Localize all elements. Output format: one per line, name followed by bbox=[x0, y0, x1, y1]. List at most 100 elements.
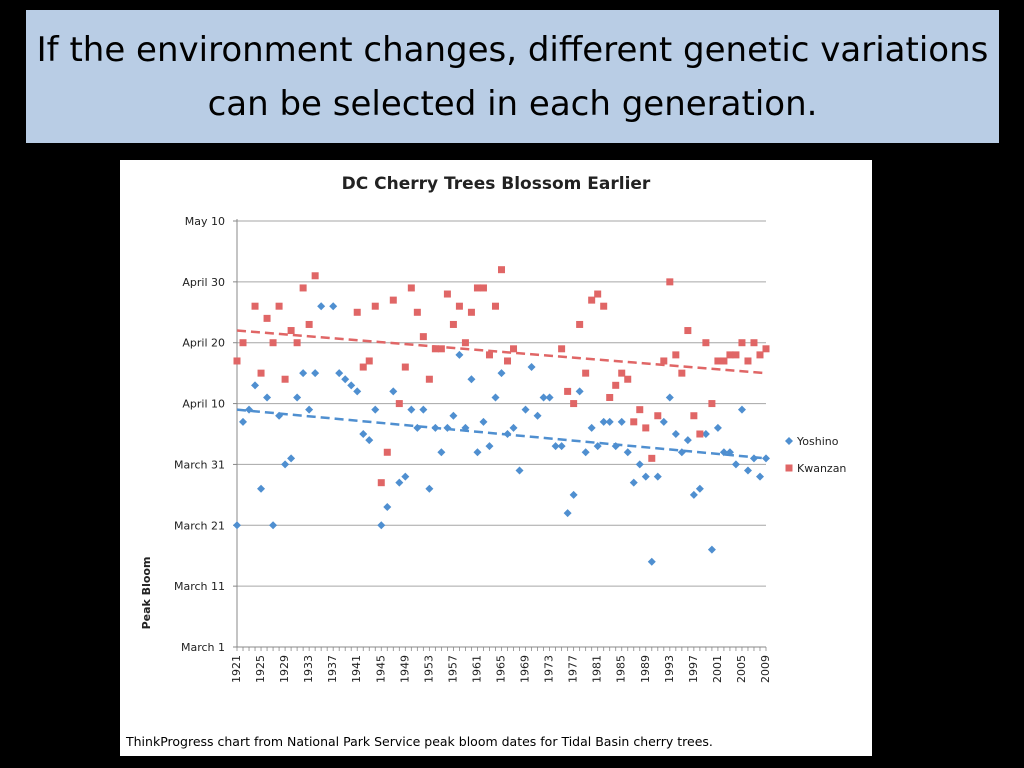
kwanzan-point bbox=[287, 327, 295, 335]
yoshino-trendline bbox=[236, 408, 767, 460]
yoshino-point bbox=[599, 417, 608, 426]
yoshino-point bbox=[245, 405, 254, 414]
kwanzan-point bbox=[359, 363, 367, 371]
legend-label-kwanzan: Kwanzan bbox=[797, 462, 846, 475]
x-tick-label: 1933 bbox=[302, 655, 315, 683]
kwanzan-point bbox=[281, 375, 289, 383]
yoshino-point bbox=[623, 448, 632, 457]
yoshino-point bbox=[563, 509, 572, 518]
yoshino-point bbox=[527, 363, 536, 372]
yoshino-point bbox=[347, 381, 356, 390]
kwanzan-point bbox=[293, 339, 301, 347]
kwanzan-point bbox=[570, 400, 578, 408]
x-tick-label: 1925 bbox=[254, 655, 267, 683]
yoshino-point bbox=[377, 521, 386, 530]
kwanzan-point bbox=[383, 448, 391, 456]
yoshino-point bbox=[635, 460, 644, 469]
y-tick-label: April 30 bbox=[182, 276, 225, 289]
yoshino-point bbox=[743, 466, 752, 475]
kwanzan-point bbox=[630, 418, 638, 426]
scatter-chart: March 1 March 11 March 21 March 31 April 10 A… bbox=[140, 215, 846, 683]
yoshino-point bbox=[365, 436, 374, 445]
yoshino-point bbox=[473, 448, 482, 457]
kwanzan-point bbox=[305, 320, 313, 328]
kwanzan-point bbox=[233, 357, 241, 365]
x-tick-label: 1989 bbox=[639, 655, 652, 683]
kwanzan-point bbox=[437, 345, 445, 353]
x-tick-label: 1985 bbox=[615, 655, 628, 683]
kwanzan-point bbox=[269, 339, 277, 347]
yoshino-point bbox=[281, 460, 290, 469]
x-tick-label: 1937 bbox=[326, 655, 339, 683]
yoshino-point bbox=[467, 375, 476, 384]
kwanzan-point bbox=[485, 351, 493, 359]
yoshino-point bbox=[701, 430, 710, 438]
yoshino-point bbox=[737, 405, 746, 414]
y-tick-label: March 11 bbox=[174, 580, 225, 593]
yoshino-point bbox=[719, 448, 728, 457]
yoshino-point bbox=[401, 472, 410, 481]
yoshino-point bbox=[659, 417, 668, 426]
x-tick-label: 1941 bbox=[350, 655, 363, 683]
data-points bbox=[233, 266, 770, 566]
yoshino-point bbox=[389, 387, 398, 396]
kwanzan-point bbox=[467, 308, 475, 316]
kwanzan-point bbox=[461, 339, 469, 347]
yoshino-point bbox=[479, 417, 488, 426]
kwanzan-point bbox=[504, 357, 512, 365]
kwanzan-point bbox=[353, 308, 361, 316]
kwanzan-point bbox=[684, 327, 692, 335]
yoshino-point bbox=[449, 411, 458, 420]
yoshino-point bbox=[689, 490, 698, 499]
kwanzan-point bbox=[449, 320, 457, 328]
yoshino-point bbox=[485, 442, 494, 451]
axes bbox=[233, 219, 767, 651]
kwanzan-point bbox=[654, 412, 662, 420]
trendlines bbox=[236, 329, 767, 460]
yoshino-point bbox=[299, 369, 308, 378]
yoshino-point bbox=[725, 448, 734, 457]
kwanzan-point bbox=[642, 424, 650, 432]
yoshino-point bbox=[353, 387, 362, 396]
kwanzan-point bbox=[738, 339, 746, 347]
kwanzan-point bbox=[431, 345, 439, 353]
kwanzan-point bbox=[612, 381, 620, 389]
x-tick-labels: 1921 1925 1929 1933 1937 1941 1945 1949 1953 1957… bbox=[230, 655, 772, 683]
x-tick-label: 1965 bbox=[495, 655, 508, 683]
kwanzan-point bbox=[606, 393, 614, 401]
yoshino-point bbox=[503, 430, 512, 438]
kwanzan-point bbox=[395, 400, 403, 408]
kwanzan-point bbox=[473, 284, 481, 292]
yoshino-point bbox=[407, 405, 416, 414]
kwanzan-point bbox=[666, 278, 674, 286]
kwanzan-point bbox=[588, 296, 596, 304]
x-tick-label: 2009 bbox=[759, 655, 772, 683]
yoshino-point bbox=[575, 387, 584, 396]
yoshino-point bbox=[605, 417, 614, 426]
yoshino-point bbox=[533, 411, 542, 420]
yoshino-point bbox=[629, 478, 638, 487]
kwanzan-trendline bbox=[236, 329, 767, 375]
yoshino-point bbox=[569, 490, 578, 499]
x-tick-label: 1953 bbox=[422, 655, 435, 683]
x-tick-label: 1969 bbox=[519, 655, 532, 683]
yoshino-point bbox=[713, 423, 722, 432]
y-axis-label: Peak Bloom bbox=[140, 557, 153, 630]
legend-label-yoshino: Yoshino bbox=[796, 435, 839, 448]
kwanzan-point bbox=[750, 339, 758, 347]
kwanzan-point bbox=[239, 339, 247, 347]
kwanzan-point bbox=[708, 400, 716, 408]
yoshino-point bbox=[371, 405, 380, 414]
yoshino-point bbox=[425, 484, 434, 493]
x-tick-label: 1961 bbox=[470, 655, 483, 683]
yoshino-point bbox=[653, 472, 662, 481]
yoshino-point bbox=[251, 381, 260, 390]
kwanzan-point bbox=[479, 284, 487, 292]
yoshino-point bbox=[617, 417, 626, 426]
x-tick-label: 1997 bbox=[687, 655, 700, 683]
y-tick-label: May 10 bbox=[185, 215, 225, 228]
yoshino-point bbox=[383, 503, 392, 512]
kwanzan-point bbox=[726, 351, 734, 359]
kwanzan-point bbox=[762, 345, 770, 353]
yoshino-point bbox=[593, 442, 602, 451]
